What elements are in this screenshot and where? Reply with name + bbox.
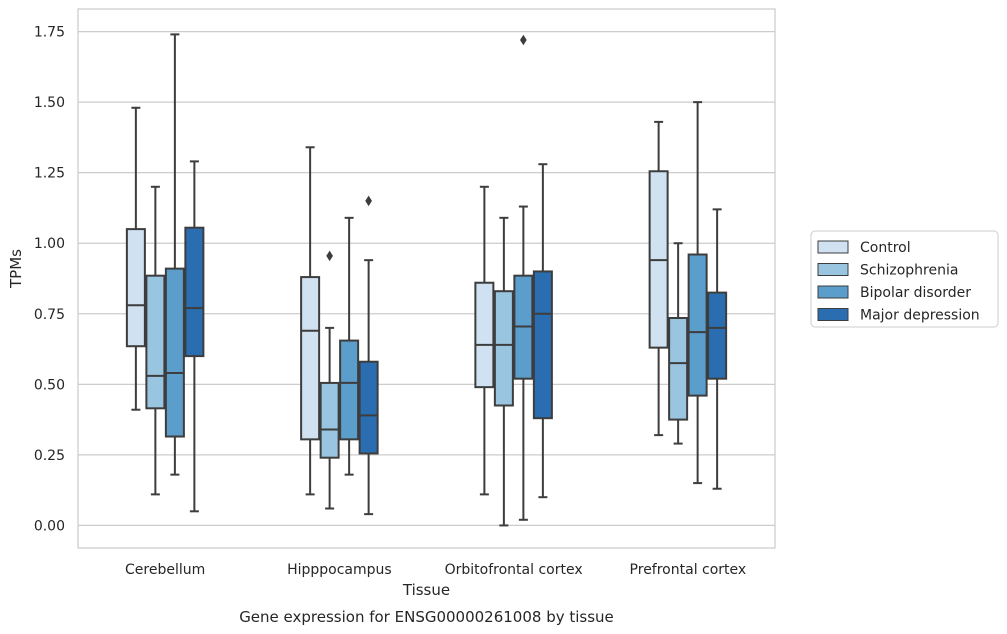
figure-caption: Gene expression for ENSG00000261008 by t… (239, 608, 614, 626)
legend-swatch (817, 308, 849, 321)
x-axis-label: Tissue (402, 581, 450, 599)
box-body (145, 274, 166, 410)
box-body (474, 281, 495, 389)
legend-label: Schizophrenia (860, 263, 958, 279)
box-body (319, 381, 340, 459)
box-schizophrenia (145, 185, 166, 496)
box-control (300, 146, 321, 496)
box-control (474, 185, 495, 496)
box-body (493, 290, 514, 407)
legend-swatch (817, 240, 849, 254)
x-tick-label: Hipppocampus (287, 562, 392, 578)
box-major-depression (184, 160, 205, 513)
x-axis-ticks: Cerebellum Hipppocampus Orbitofrontal cort… (125, 562, 746, 578)
box-control (125, 106, 146, 411)
box-body (339, 339, 360, 441)
legend-swatch (817, 263, 849, 276)
box-major-depression (358, 195, 379, 516)
legend-label: Control (860, 240, 911, 256)
y-tick-label: 0.50 (34, 377, 65, 393)
legend-swatch (817, 285, 849, 299)
box-major-depression (707, 208, 728, 490)
box-schizophrenia (319, 250, 340, 510)
y-tick-label: 0.25 (34, 448, 65, 464)
y-tick-label: 1.75 (34, 25, 65, 41)
box-bipolar-disorder (687, 101, 708, 485)
outlier-point (365, 195, 372, 207)
box-groups (125, 33, 728, 527)
box-body (164, 267, 185, 438)
box-body (300, 276, 321, 441)
y-tick-label: 1.00 (34, 236, 65, 252)
legend: Control Schizophrenia Bipolar disorder Majo… (810, 230, 999, 328)
box-control (648, 120, 669, 437)
box-body (532, 270, 553, 420)
box-body (125, 228, 146, 348)
box-body (358, 360, 379, 455)
box-bipolar-disorder (513, 34, 534, 521)
box-body (707, 291, 728, 380)
legend-label: Bipolar disorder (860, 285, 971, 301)
y-axis-label: TPMs (7, 249, 25, 289)
x-tick-label: Prefrontal cortex (630, 562, 747, 578)
box-bipolar-disorder (164, 33, 185, 476)
box-body (687, 253, 708, 397)
plot-area (77, 8, 776, 549)
y-tick-label: 0.00 (34, 518, 65, 534)
box-schizophrenia (493, 216, 514, 527)
outlier-point (326, 250, 333, 262)
box-major-depression (532, 163, 553, 499)
x-tick-label: Cerebellum (125, 562, 205, 578)
y-tick-label: 1.50 (34, 95, 65, 111)
y-axis-ticks: 0.00 0.25 0.50 0.75 1.00 1.25 1.50 1.75 (34, 25, 65, 535)
x-tick-label: Orbitofrontal cortex (445, 562, 583, 578)
box-schizophrenia (668, 242, 689, 445)
box-body (184, 226, 205, 358)
y-tick-label: 0.75 (34, 307, 65, 323)
legend-frame (810, 230, 999, 328)
box-bipolar-disorder (339, 216, 360, 476)
outlier-point (520, 34, 527, 46)
y-tick-label: 1.25 (34, 166, 65, 182)
legend-label: Major depression (860, 308, 980, 324)
box-body (668, 317, 689, 421)
